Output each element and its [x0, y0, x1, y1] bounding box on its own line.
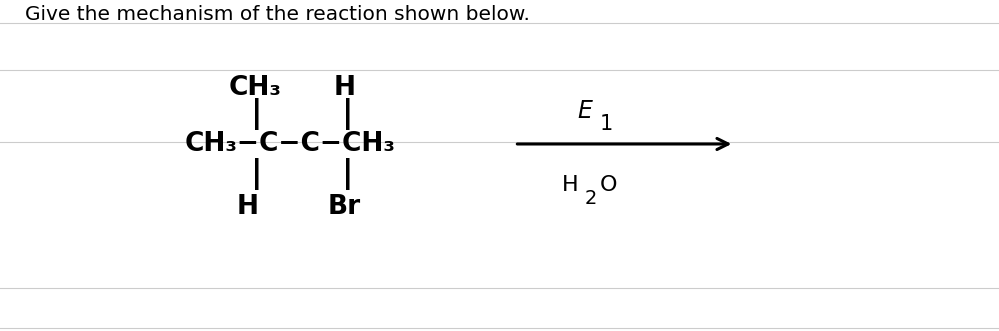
Text: |: |: [251, 158, 263, 190]
Text: |: |: [251, 98, 263, 130]
Text: Give the mechanism of the reaction shown below.: Give the mechanism of the reaction shown…: [25, 5, 529, 24]
Text: H: H: [561, 175, 578, 195]
Text: |: |: [342, 98, 354, 130]
Text: CH₃: CH₃: [229, 75, 281, 101]
Text: O: O: [599, 175, 617, 195]
Text: 1: 1: [599, 114, 612, 134]
Text: Br: Br: [328, 194, 362, 220]
Text: CH₃−C−C−CH₃: CH₃−C−C−CH₃: [184, 131, 396, 157]
Text: 2: 2: [584, 189, 596, 208]
Text: H: H: [237, 194, 259, 220]
Text: |: |: [342, 158, 354, 190]
Text: H: H: [334, 75, 356, 101]
Text: E: E: [577, 99, 592, 123]
